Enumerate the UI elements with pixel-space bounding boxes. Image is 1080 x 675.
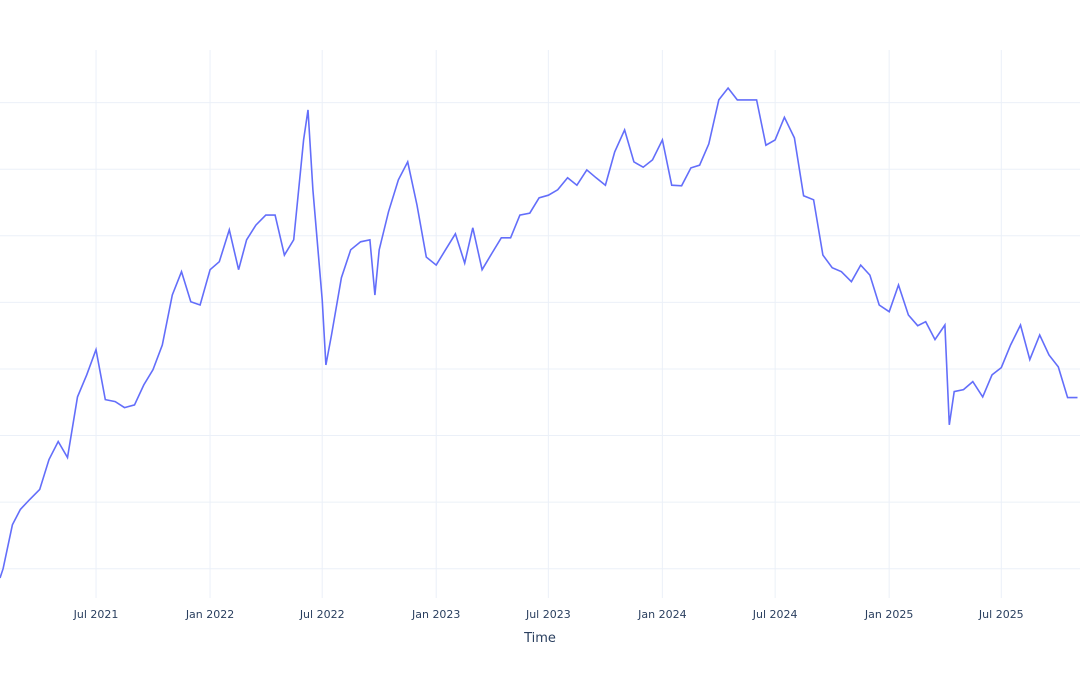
x-tick-label: Jan 2022 bbox=[185, 608, 234, 621]
x-tick-label: Jan 2023 bbox=[411, 608, 460, 621]
x-tick-label: Jan 2024 bbox=[637, 608, 686, 621]
x-tick-label: Jul 2024 bbox=[752, 608, 798, 621]
x-tick-label: Jul 2023 bbox=[525, 608, 571, 621]
x-tick-label: Jul 2021 bbox=[73, 608, 119, 621]
x-tick-label: Jan 2025 bbox=[864, 608, 913, 621]
gridlines bbox=[0, 50, 1080, 598]
x-axis-title: Time bbox=[523, 631, 556, 646]
x-tick-label: Jul 2025 bbox=[978, 608, 1024, 621]
x-tick-label: Jul 2022 bbox=[299, 608, 345, 621]
series-line bbox=[0, 86, 1078, 579]
